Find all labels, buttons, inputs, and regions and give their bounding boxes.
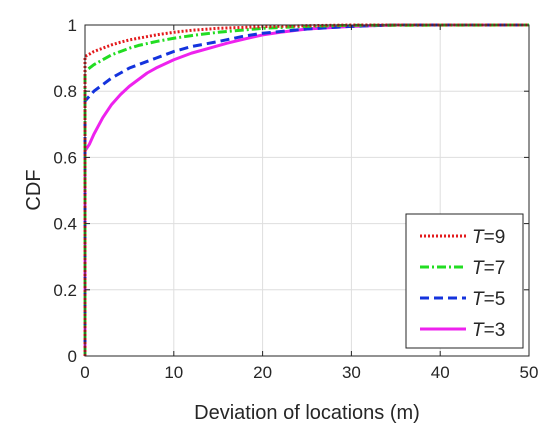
legend-label: T=7 bbox=[472, 258, 505, 279]
legend-label-value: =3 bbox=[484, 320, 506, 341]
x-tick-label: 20 bbox=[253, 363, 272, 382]
legend-label-variable: T bbox=[472, 289, 485, 310]
legend-label-variable: T bbox=[472, 258, 485, 279]
x-axis-label: Deviation of locations (m) bbox=[194, 402, 420, 424]
legend-label-value: =9 bbox=[484, 227, 506, 248]
series-line bbox=[83, 23, 529, 356]
y-tick-label: 1 bbox=[68, 16, 77, 35]
x-tick-label: 0 bbox=[80, 363, 89, 382]
y-tick-label: 0.4 bbox=[53, 215, 77, 234]
y-tick-label: 0.2 bbox=[53, 281, 77, 300]
legend-label-value: =5 bbox=[484, 289, 506, 310]
legend-label: T=9 bbox=[472, 227, 505, 248]
y-axis-label: CDF bbox=[23, 169, 45, 210]
y-tick-label: 0 bbox=[68, 347, 77, 366]
series-line bbox=[83, 23, 529, 356]
x-tick-label: 10 bbox=[164, 363, 183, 382]
legend-label: T=5 bbox=[472, 289, 505, 310]
axis-ticks: 0 10 20 30 40 50 0 0.2 0.4 0.6 0.8 1 bbox=[53, 16, 538, 382]
x-tick-label: 40 bbox=[431, 363, 450, 382]
series-line bbox=[83, 23, 530, 356]
legend-label-value: =7 bbox=[484, 258, 506, 279]
series-lines bbox=[83, 23, 530, 356]
y-tick-label: 0.8 bbox=[53, 82, 77, 101]
legend-label-variable: T bbox=[472, 320, 485, 341]
legend-label: T=3 bbox=[472, 320, 505, 341]
y-tick-label: 0.6 bbox=[53, 148, 77, 167]
plot-frame bbox=[84, 24, 530, 357]
legend-label-variable: T bbox=[472, 227, 485, 248]
x-tick-label: 30 bbox=[342, 363, 361, 382]
x-tick-label: 50 bbox=[520, 363, 539, 382]
legend: T=9T=7T=5T=3 bbox=[405, 213, 524, 349]
